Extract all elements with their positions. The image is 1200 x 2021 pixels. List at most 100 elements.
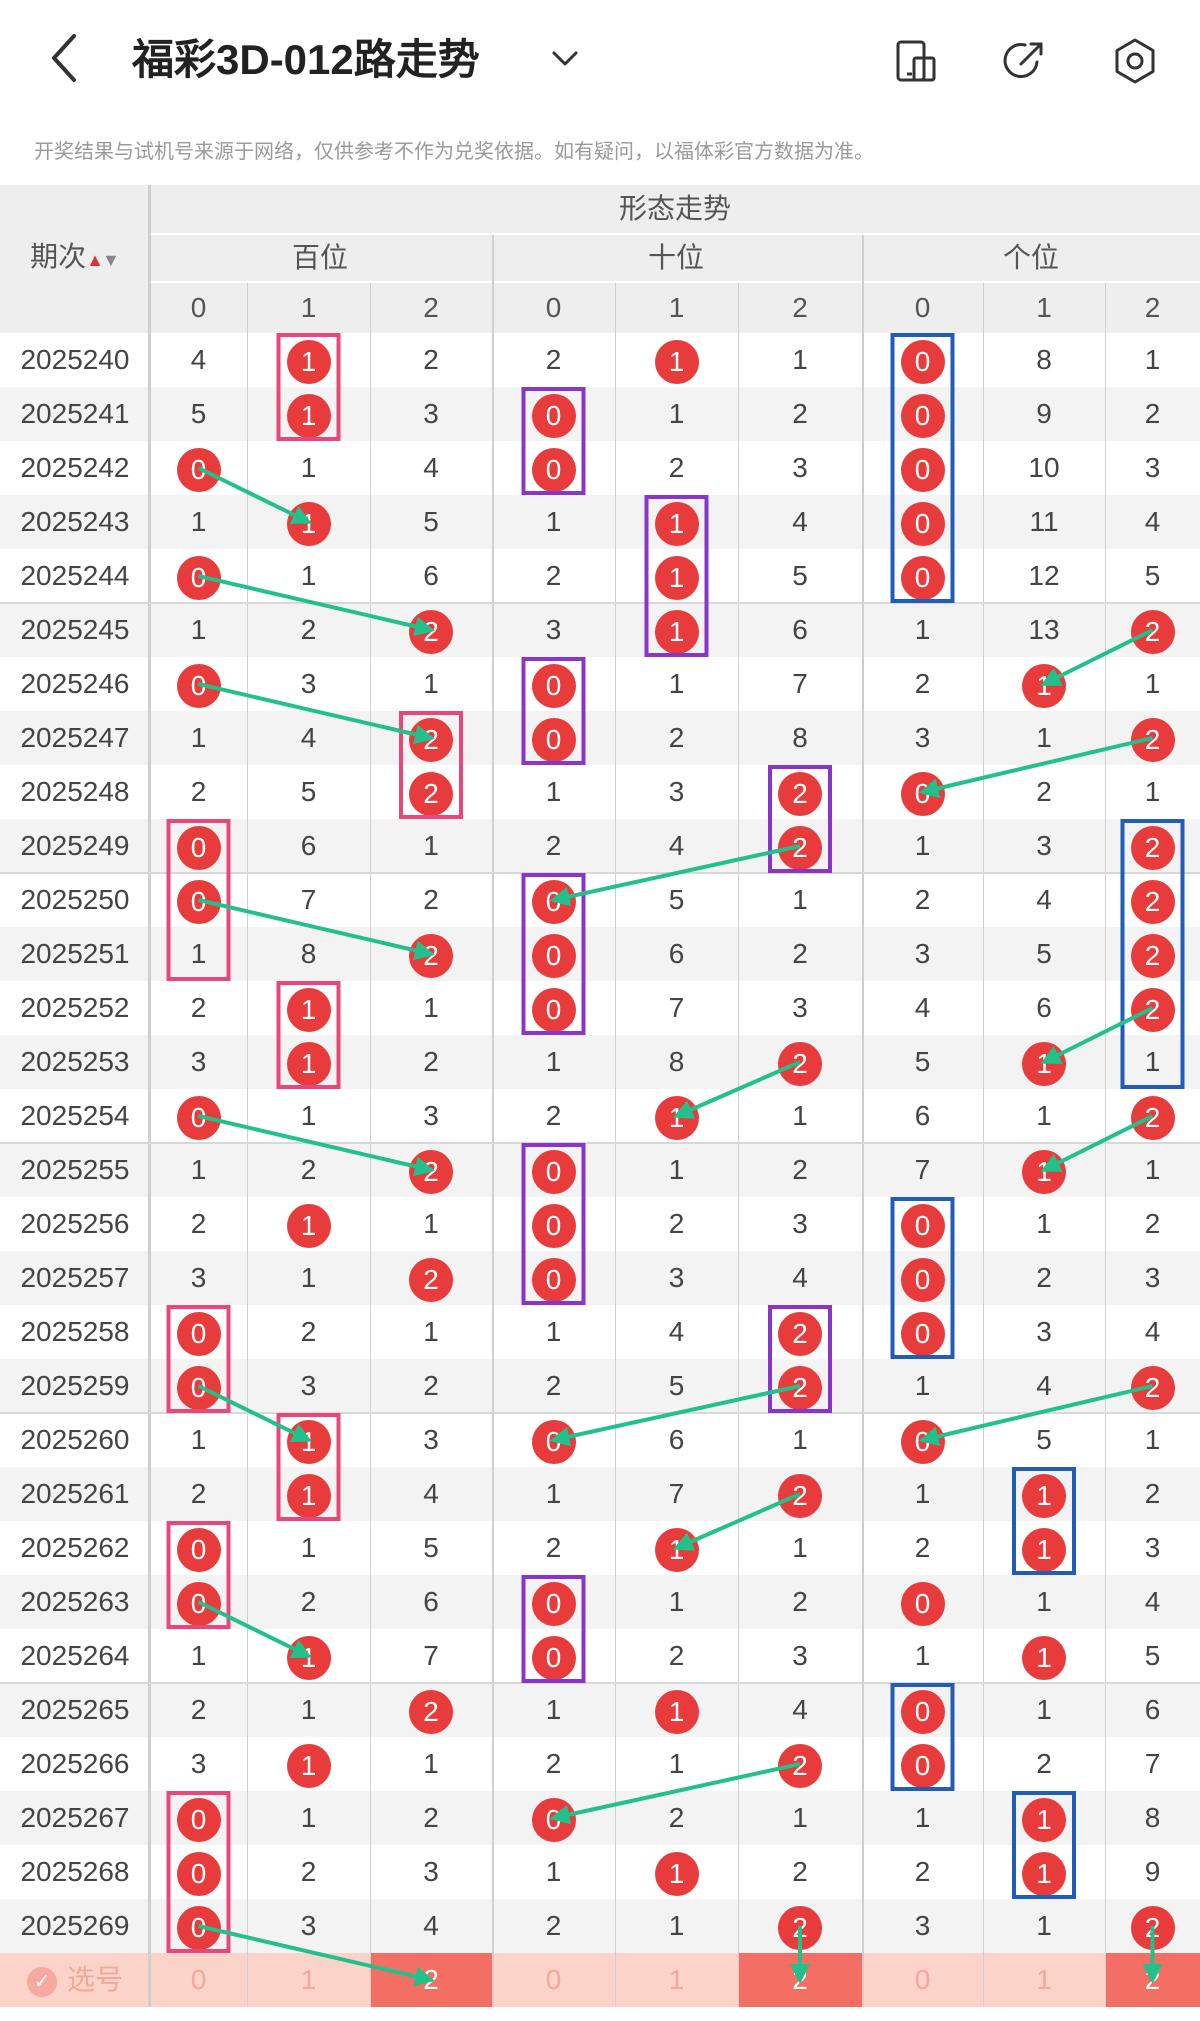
omission-cell: 4 [668, 830, 685, 861]
hit-cell: 0 [862, 1305, 983, 1359]
omission-cell: 2 [545, 830, 562, 861]
settings-icon [1115, 38, 1155, 84]
select-number-button[interactable]: 1 [668, 1964, 685, 1995]
omission-cell: 2 [423, 1802, 439, 1833]
period-cell: 2025267 [20, 1802, 130, 1833]
hit-ball: 2 [778, 771, 822, 816]
omission-cell: 1 [423, 1748, 439, 1779]
omission-cell: 2 [1144, 1208, 1161, 1239]
omission-cell: 9 [1036, 398, 1052, 429]
period-cell: 2025258 [20, 1316, 130, 1347]
omission-cell: 12 [1028, 560, 1060, 591]
omission-cell: 6 [423, 560, 439, 591]
omission-cell: 1 [668, 398, 685, 429]
omission-cell: 1 [1036, 1208, 1052, 1239]
hit-ball: 0 [531, 1149, 576, 1194]
omission-cell: 3 [423, 1100, 439, 1131]
sub-header-5: 2 [792, 292, 808, 323]
table-row: 2025267 0 1 2 0 2 1 1 1 8 [0, 1791, 1200, 1845]
hit-cell: 1 [247, 333, 370, 387]
group-header-hundreds: 百位 [291, 242, 348, 273]
hit-ball: 0 [531, 663, 576, 708]
period-cell: 2025250 [20, 884, 130, 915]
trend-arrow [197, 466, 313, 524]
omission-cell: 2 [668, 1208, 685, 1239]
sub-header-7: 1 [1036, 292, 1052, 323]
omission-cell: 2 [792, 1586, 808, 1617]
table-row: 2025249 0 6 1 2 4 2 1 3 2 [0, 819, 1200, 873]
omission-cell: 2 [1144, 398, 1161, 429]
settings-button[interactable] [1110, 36, 1160, 86]
hit-ball: 2 [778, 1311, 822, 1356]
hit-cell: 0 [150, 1791, 247, 1845]
hit-ball: 0 [900, 393, 945, 438]
omission-cell: 11 [1029, 506, 1059, 537]
omission-cell: 2 [1036, 1262, 1052, 1293]
omission-cell: 1 [1036, 1694, 1052, 1725]
streak-highlight-box [521, 387, 586, 495]
sub-header-4: 1 [668, 292, 685, 323]
omission-cell: 5 [1036, 1424, 1052, 1455]
omission-cell: 1 [1036, 1586, 1052, 1617]
omission-cell: 1 [190, 938, 207, 969]
omission-cell: 1 [668, 668, 685, 699]
sub-header-8: 2 [1144, 292, 1161, 323]
omission-cell: 2 [545, 344, 562, 375]
hit-ball: 0 [531, 447, 576, 492]
hit-cell: 2 [370, 765, 492, 819]
omission-cell: 8 [792, 722, 808, 753]
period-cell: 2025252 [20, 992, 130, 1023]
period-header[interactable]: 期次▲▼ [30, 241, 120, 272]
omission-cell: 5 [423, 1532, 439, 1563]
trend-arrow [197, 1384, 313, 1442]
hit-cell: 1 [615, 495, 738, 549]
hit-ball: 0 [531, 1203, 576, 1248]
omission-cell: 1 [423, 992, 439, 1023]
omission-cell: 2 [545, 1532, 562, 1563]
omission-cell: 2 [545, 1100, 562, 1131]
period-cell: 2025263 [20, 1586, 130, 1617]
period-cell: 2025257 [20, 1262, 130, 1293]
hit-cell: 0 [862, 549, 983, 603]
omission-cell: 6 [1036, 992, 1052, 1023]
hit-ball: 0 [900, 501, 945, 546]
title-dropdown-button[interactable] [548, 42, 582, 76]
select-number-button[interactable]: 0 [190, 1964, 207, 1995]
select-number-button[interactable]: 0 [914, 1964, 931, 1995]
omission-cell: 1 [1144, 344, 1161, 375]
table-row: 2025247 1 4 2 0 2 8 3 1 2 [0, 711, 1200, 765]
back-button[interactable] [42, 28, 92, 88]
period-cell: 2025259 [20, 1370, 130, 1401]
omission-cell: 2 [668, 452, 685, 483]
share-button[interactable] [999, 36, 1049, 86]
hit-ball: 1 [286, 987, 331, 1032]
hit-cell: 1 [247, 387, 370, 441]
streak-highlight-box [1120, 819, 1185, 1089]
omission-cell: 2 [545, 1748, 562, 1779]
omission-cell: 8 [1036, 344, 1052, 375]
period-cell: 2025244 [20, 560, 130, 591]
select-number-button[interactable]: 1 [1036, 1964, 1052, 1995]
omission-cell: 4 [190, 344, 207, 375]
hit-ball: 2 [1130, 609, 1175, 654]
hit-ball: 0 [900, 1689, 945, 1734]
period-cell: 2025265 [20, 1694, 130, 1725]
select-number-button[interactable]: 0 [545, 1964, 562, 1995]
hit-ball: 1 [654, 501, 699, 546]
table-row: 2025257 3 1 2 0 3 4 0 2 3 [0, 1251, 1200, 1305]
table-row: 2025241 5 1 3 0 1 2 0 9 2 [0, 387, 1200, 441]
omission-cell: 1 [545, 1856, 562, 1887]
group-header-tens: 十位 [647, 242, 704, 273]
omission-cell: 1 [792, 884, 808, 915]
omission-cell: 1 [300, 1532, 317, 1563]
table-row: 2025264 1 1 7 0 2 3 1 1 5 [0, 1629, 1200, 1683]
omission-cell: 2 [300, 1856, 317, 1887]
layout-toggle-button[interactable] [892, 36, 942, 86]
omission-cell: 5 [1144, 560, 1161, 591]
omission-cell: 3 [300, 668, 317, 699]
select-number-button[interactable]: 1 [300, 1964, 317, 1995]
omission-cell: 1 [545, 506, 562, 537]
omission-cell: 2 [792, 938, 808, 969]
hit-ball: 1 [286, 1203, 331, 1248]
streak-highlight-box [276, 1413, 341, 1521]
